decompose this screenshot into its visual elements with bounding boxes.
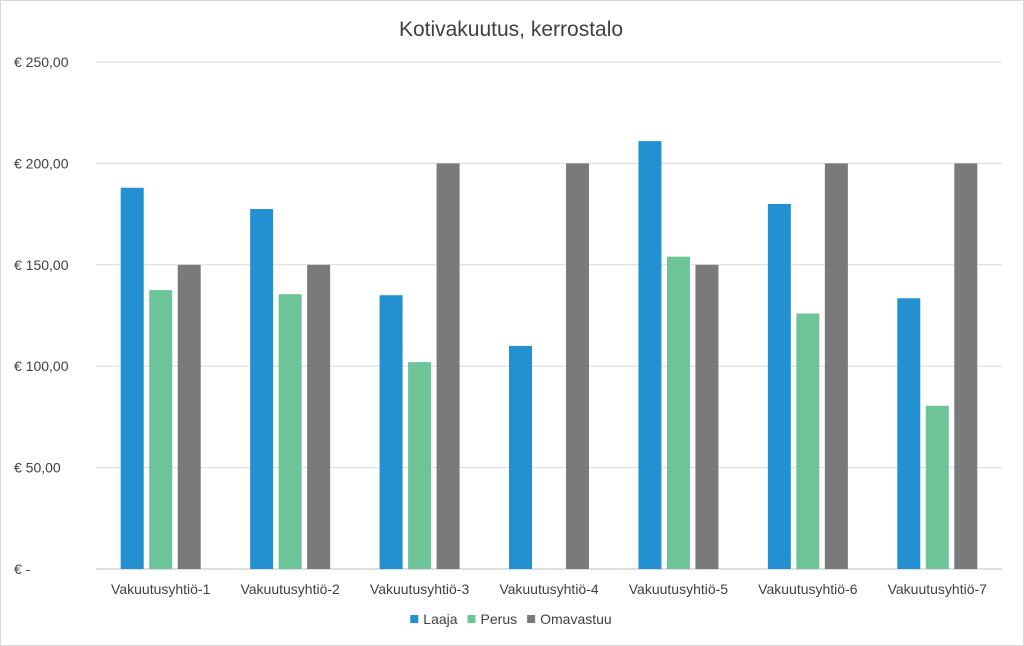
bar-omavastuu-3: [436, 163, 460, 569]
gridlines: [96, 61, 1002, 570]
x-tick-label: Vakuutusyhtiö-4: [499, 581, 599, 597]
bar-omavastuu-5: [695, 264, 719, 569]
x-tick-label: Vakuutusyhtiö-7: [888, 581, 988, 597]
bar-laaja-1: [120, 187, 144, 569]
bar-omavastuu-2: [307, 264, 331, 569]
y-tick-label: € 150,00: [14, 257, 69, 273]
chart-title: Kotivakuutus, kerrostalo: [399, 18, 623, 41]
y-tick-label: € -: [14, 561, 31, 577]
legend-label-omavastuu: Omavastuu: [540, 611, 612, 627]
legend-swatch-omavastuu: [527, 615, 536, 623]
x-tick-label: Vakuutusyhtiö-5: [629, 581, 729, 597]
y-axis-ticks: € - € 50,00 € 100,00 € 150,00 € 200,00 € 250,…: [14, 54, 69, 577]
bar-perus-6: [796, 313, 820, 569]
legend-label-perus: Perus: [481, 611, 518, 627]
x-axis-ticks: Vakuutusyhtiö-1 Vakuutusyhtiö-2 Vakuutusyh…: [111, 581, 987, 597]
bar-laaja-7: [897, 298, 921, 569]
legend-swatch-laaja: [410, 615, 419, 623]
bar-perus-1: [149, 290, 173, 569]
y-tick-label: € 200,00: [14, 155, 69, 171]
bar-perus-2: [278, 294, 302, 569]
bar-perus-5: [666, 256, 690, 569]
bar-omavastuu-1: [177, 264, 201, 569]
legend: Laaja Perus Omavastuu: [410, 611, 612, 627]
bar-omavastuu-7: [954, 163, 978, 569]
bar-omavastuu-4: [566, 163, 589, 569]
x-tick-label: Vakuutusyhtiö-1: [111, 581, 211, 597]
bars: [120, 141, 978, 570]
legend-swatch-perus: [467, 615, 476, 623]
y-tick-label: € 100,00: [14, 358, 69, 374]
x-tick-label: Vakuutusyhtiö-3: [370, 581, 470, 597]
bar-laaja-4: [509, 345, 532, 569]
bar-laaja-3: [379, 295, 403, 569]
bar-laaja-6: [767, 203, 791, 569]
bar-perus-3: [408, 362, 432, 569]
y-tick-label: € 250,00: [14, 54, 69, 70]
bar-laaja-5: [638, 141, 662, 570]
y-tick-label: € 50,00: [14, 460, 61, 476]
x-tick-label: Vakuutusyhtiö-6: [758, 581, 858, 597]
bar-laaja-2: [250, 209, 274, 569]
x-tick-label: Vakuutusyhtiö-2: [240, 581, 340, 597]
bar-omavastuu-6: [824, 163, 848, 569]
bar-perus-7: [925, 405, 949, 569]
legend-label-laaja: Laaja: [423, 611, 457, 627]
